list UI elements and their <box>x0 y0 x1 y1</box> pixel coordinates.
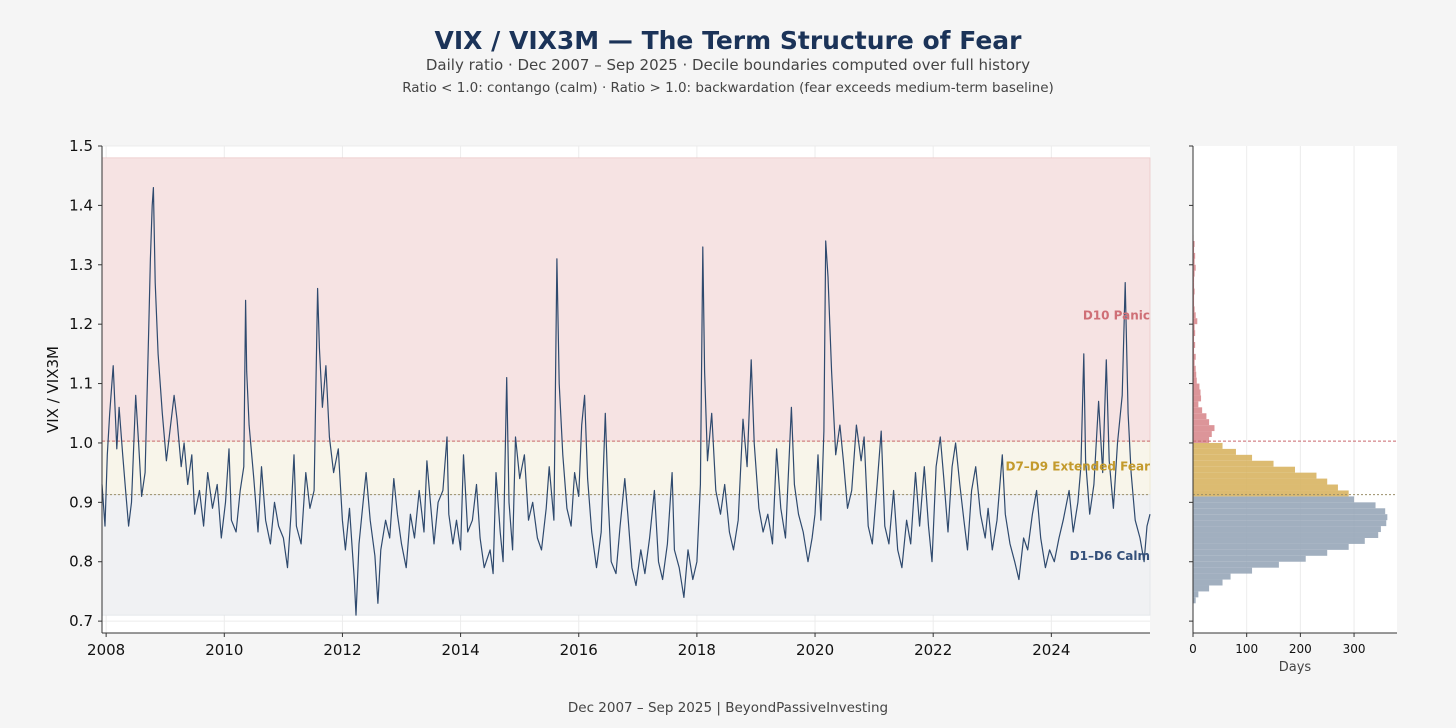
hist-bar <box>1193 419 1210 426</box>
hist-bar <box>1193 246 1195 253</box>
hist-bar <box>1193 425 1215 432</box>
band-label-line: D1–D6 Calm <box>1070 549 1150 563</box>
hist-bar <box>1193 371 1197 378</box>
hist-x-axis-label: Days <box>1279 660 1312 675</box>
hist-bar <box>1193 454 1253 461</box>
hist-bar <box>1193 383 1200 390</box>
x-tick-label: 2020 <box>796 641 834 659</box>
hist-bar <box>1193 573 1231 580</box>
y-tick-label: 1.5 <box>69 137 93 155</box>
y-tick-label: 1.0 <box>69 434 93 452</box>
hist-bar <box>1193 276 1195 283</box>
hist-bar <box>1193 258 1195 265</box>
hist-bar <box>1193 520 1387 527</box>
band-label-panic: D10 Panic <box>1083 308 1150 322</box>
hist-bar <box>1193 466 1295 473</box>
x-tick-label: 2014 <box>441 641 479 659</box>
hist-bar <box>1193 294 1195 301</box>
hist-bar <box>1193 389 1201 396</box>
band-panic <box>101 157 1151 442</box>
hist-bar <box>1193 437 1210 443</box>
x-tick-label: 2018 <box>678 641 716 659</box>
hist-bar <box>1193 353 1196 360</box>
hist-bar <box>1193 448 1236 455</box>
hist-bar <box>1193 318 1198 325</box>
hist-bar <box>1193 413 1207 420</box>
hist-bar <box>1193 508 1386 515</box>
hist-bar <box>1193 442 1223 449</box>
vix-ratio-line <box>101 187 1151 616</box>
band-label-fear: D7–D9 Extended Fear <box>1005 460 1150 474</box>
hist-bar <box>1193 490 1349 497</box>
hist-bar <box>1193 543 1349 550</box>
hist-bar <box>1193 365 1196 372</box>
hist-bar <box>1193 478 1328 485</box>
x-tick-label: 2024 <box>1032 641 1070 659</box>
hist-bar <box>1193 561 1279 568</box>
hist-bar <box>1193 514 1388 521</box>
hist-bar <box>1193 288 1195 295</box>
x-tick-label: 2010 <box>205 641 243 659</box>
hist-bar <box>1193 336 1195 342</box>
hist-bar <box>1193 401 1199 408</box>
y-tick-label: 1.2 <box>69 315 93 333</box>
hist-bar <box>1193 359 1195 366</box>
hist-bar <box>1193 324 1195 331</box>
histogram-chart: 0 100 200 300 Days <box>1189 145 1397 675</box>
hist-bar <box>1193 472 1317 479</box>
y-tick-label: 1.3 <box>69 256 93 274</box>
hist-bar <box>1193 241 1195 247</box>
hist-bar <box>1193 431 1212 438</box>
hist-bar <box>1193 270 1195 277</box>
hist-bar <box>1193 502 1376 509</box>
hist-bar <box>1193 526 1381 533</box>
x-tick-label: 2012 <box>323 641 361 659</box>
x-tick-label: 2016 <box>560 641 598 659</box>
y-tick-label: 1.1 <box>69 375 93 393</box>
hist-x-tick-label: 200 <box>1289 642 1312 656</box>
hist-bar <box>1193 312 1196 319</box>
hist-bar <box>1193 252 1196 259</box>
hist-bar <box>1193 395 1202 402</box>
hist-bar <box>1193 549 1328 556</box>
chart-note: Ratio < 1.0: contango (calm) · Ratio > 1… <box>402 80 1054 96</box>
hist-bar <box>1193 532 1379 538</box>
hist-bar <box>1193 496 1355 503</box>
hist-bar <box>1193 377 1197 384</box>
main-line-chart: D10 Panic D7–D9 Extended Fear D1–D6 Calm 0.… <box>44 137 1151 659</box>
y-tick-label: 0.8 <box>69 553 93 571</box>
hist-bar <box>1193 347 1195 354</box>
hist-bar <box>1193 555 1306 562</box>
hist-bar <box>1193 484 1338 491</box>
y-tick-label: 1.4 <box>69 196 93 214</box>
hist-x-tick-label: 100 <box>1235 642 1258 656</box>
hist-bar <box>1193 597 1196 604</box>
y-axis-label: VIX / VIX3M <box>44 346 62 433</box>
hist-x-tick-label: 0 <box>1189 642 1197 656</box>
hist-bar <box>1193 567 1253 574</box>
hist-bar <box>1193 591 1199 598</box>
hist-bar <box>1193 300 1195 307</box>
page-subtitle: Daily ratio · Dec 2007 – Sep 2025 · Deci… <box>425 56 1031 74</box>
hist-bar <box>1193 341 1196 348</box>
hist-bar <box>1193 306 1195 313</box>
hist-bar <box>1193 282 1195 289</box>
page-title: VIX / VIX3M — The Term Structure of Fear <box>434 26 1022 55</box>
hist-bar <box>1193 264 1196 271</box>
hist-bar <box>1193 579 1223 586</box>
hist-bar <box>1193 537 1365 544</box>
hist-bar <box>1193 330 1196 337</box>
hist-x-tick-label: 300 <box>1343 642 1366 656</box>
y-tick-label: 0.9 <box>69 493 93 511</box>
x-tick-label: 2022 <box>914 641 952 659</box>
x-tick-label: 2008 <box>87 641 125 659</box>
footer-credit: Dec 2007 – Sep 2025 | BeyondPassiveInves… <box>567 700 889 716</box>
y-tick-label: 0.7 <box>69 612 93 630</box>
hist-bar <box>1193 585 1210 592</box>
hist-bar <box>1193 460 1274 467</box>
hist-bar <box>1193 407 1203 414</box>
